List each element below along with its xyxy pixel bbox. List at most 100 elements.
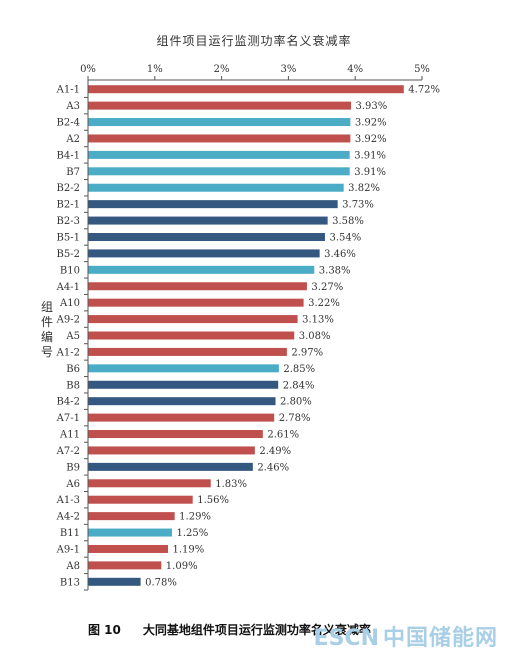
data-label: 3.27% <box>311 282 343 293</box>
data-label: 2.78% <box>279 413 311 424</box>
data-label: 2.80% <box>280 397 312 408</box>
bar <box>88 118 351 127</box>
category-label: A9-1 <box>56 544 80 555</box>
category-label: A5 <box>65 331 80 342</box>
figure-caption: 图 10 大同基地组件项目运行监测功率名义衰减率 <box>88 621 371 638</box>
bar <box>88 216 328 225</box>
data-label: 2.84% <box>283 380 315 391</box>
data-label: 1.83% <box>215 479 247 490</box>
bar <box>88 298 304 307</box>
data-label: 2.85% <box>283 364 315 375</box>
bar <box>88 249 320 258</box>
category-label: B2-1 <box>57 200 80 211</box>
bar <box>88 561 162 570</box>
data-label: 1.56% <box>197 495 229 506</box>
category-label: A7-2 <box>56 446 80 457</box>
data-label: 3.92% <box>355 134 387 145</box>
bar <box>88 544 168 553</box>
bar <box>88 462 253 471</box>
category-label: A6 <box>65 479 80 490</box>
data-label: 3.91% <box>354 167 386 178</box>
bar <box>88 232 325 241</box>
bar <box>88 528 172 537</box>
category-label: B11 <box>60 528 80 539</box>
figure-number: 图 10 <box>88 623 121 637</box>
category-label: A1-3 <box>56 495 80 506</box>
chart-title: 组件项目运行监测功率名义衰减率 <box>156 34 352 48</box>
x-tick-label: 3% <box>280 64 296 75</box>
watermark-logo: ESCN 中国储能网 <box>314 620 498 652</box>
data-label: 1.19% <box>172 544 204 555</box>
bar <box>88 265 315 274</box>
bar <box>88 150 350 159</box>
bar <box>88 282 307 291</box>
category-label: B8 <box>66 380 80 391</box>
data-label: 2.61% <box>267 430 299 441</box>
bar <box>88 512 175 521</box>
x-tick-label: 1% <box>147 64 163 75</box>
bar <box>88 380 279 389</box>
category-label: B13 <box>60 577 80 588</box>
category-label: A1-2 <box>56 347 80 358</box>
bar <box>88 446 255 455</box>
data-label: 3.82% <box>348 183 380 194</box>
category-label: A11 <box>59 430 80 441</box>
bar <box>88 134 351 143</box>
bars-layer: A1-1 4.72% A3 3.93% B2-4 3.92% A2 3.92% B4-1 3.91… <box>56 85 440 591</box>
data-label: 1.09% <box>166 561 198 572</box>
category-label: B4-2 <box>57 397 80 408</box>
data-label: 3.08% <box>299 331 331 342</box>
bar <box>88 430 263 439</box>
bar <box>88 101 352 110</box>
bar <box>88 495 193 504</box>
x-tick-label: 2% <box>214 64 230 75</box>
category-label: B6 <box>66 364 80 375</box>
category-label: B7 <box>66 167 80 178</box>
data-label: 3.46% <box>324 249 356 260</box>
x-tick-label: 0% <box>80 64 96 75</box>
category-label: B5-2 <box>57 249 80 260</box>
data-label: 3.54% <box>329 232 361 243</box>
data-label: 2.49% <box>259 446 291 457</box>
y-axis-label: 组件编号 <box>40 300 53 359</box>
bar <box>88 364 279 373</box>
category-label: A1-1 <box>56 85 80 96</box>
data-label: 3.73% <box>342 200 374 211</box>
data-label: 2.97% <box>291 347 323 358</box>
data-label: 3.91% <box>354 150 386 161</box>
bar <box>88 479 211 488</box>
data-label: 2.46% <box>257 462 289 473</box>
data-label: 3.38% <box>319 265 351 276</box>
data-label: 1.29% <box>179 512 211 523</box>
category-label: A10 <box>59 298 80 309</box>
category-label: B4-1 <box>57 150 80 161</box>
bar <box>88 167 350 176</box>
caption-text: 大同基地组件项目运行监测功率名义衰减率 <box>142 623 371 637</box>
category-label: A4-2 <box>56 512 80 523</box>
x-tick-label: 5% <box>414 64 430 75</box>
data-label: 1.25% <box>177 528 209 539</box>
category-label: A8 <box>65 561 80 572</box>
data-label: 3.22% <box>308 298 340 309</box>
category-label: B2-2 <box>57 183 80 194</box>
category-label: A3 <box>65 101 80 112</box>
data-label: 3.58% <box>332 216 364 227</box>
axis-layer: 0% 1% 2% 3% 4% 5% <box>80 64 430 591</box>
bar <box>88 347 287 356</box>
bar <box>88 200 338 209</box>
watermark-latin: ESCN <box>313 626 379 651</box>
category-label: A2 <box>65 134 80 145</box>
data-label: 4.72% <box>408 85 440 96</box>
bar <box>88 85 404 94</box>
category-label: B5-1 <box>57 232 80 243</box>
bar <box>88 577 141 586</box>
category-label: A4-1 <box>56 282 80 293</box>
data-label: 3.93% <box>356 101 388 112</box>
data-label: 0.78% <box>145 577 177 588</box>
data-label: 3.13% <box>302 315 334 326</box>
bar <box>88 331 295 340</box>
category-label: A9-2 <box>56 315 80 326</box>
category-label: B10 <box>60 265 80 276</box>
data-label: 3.92% <box>355 118 387 129</box>
